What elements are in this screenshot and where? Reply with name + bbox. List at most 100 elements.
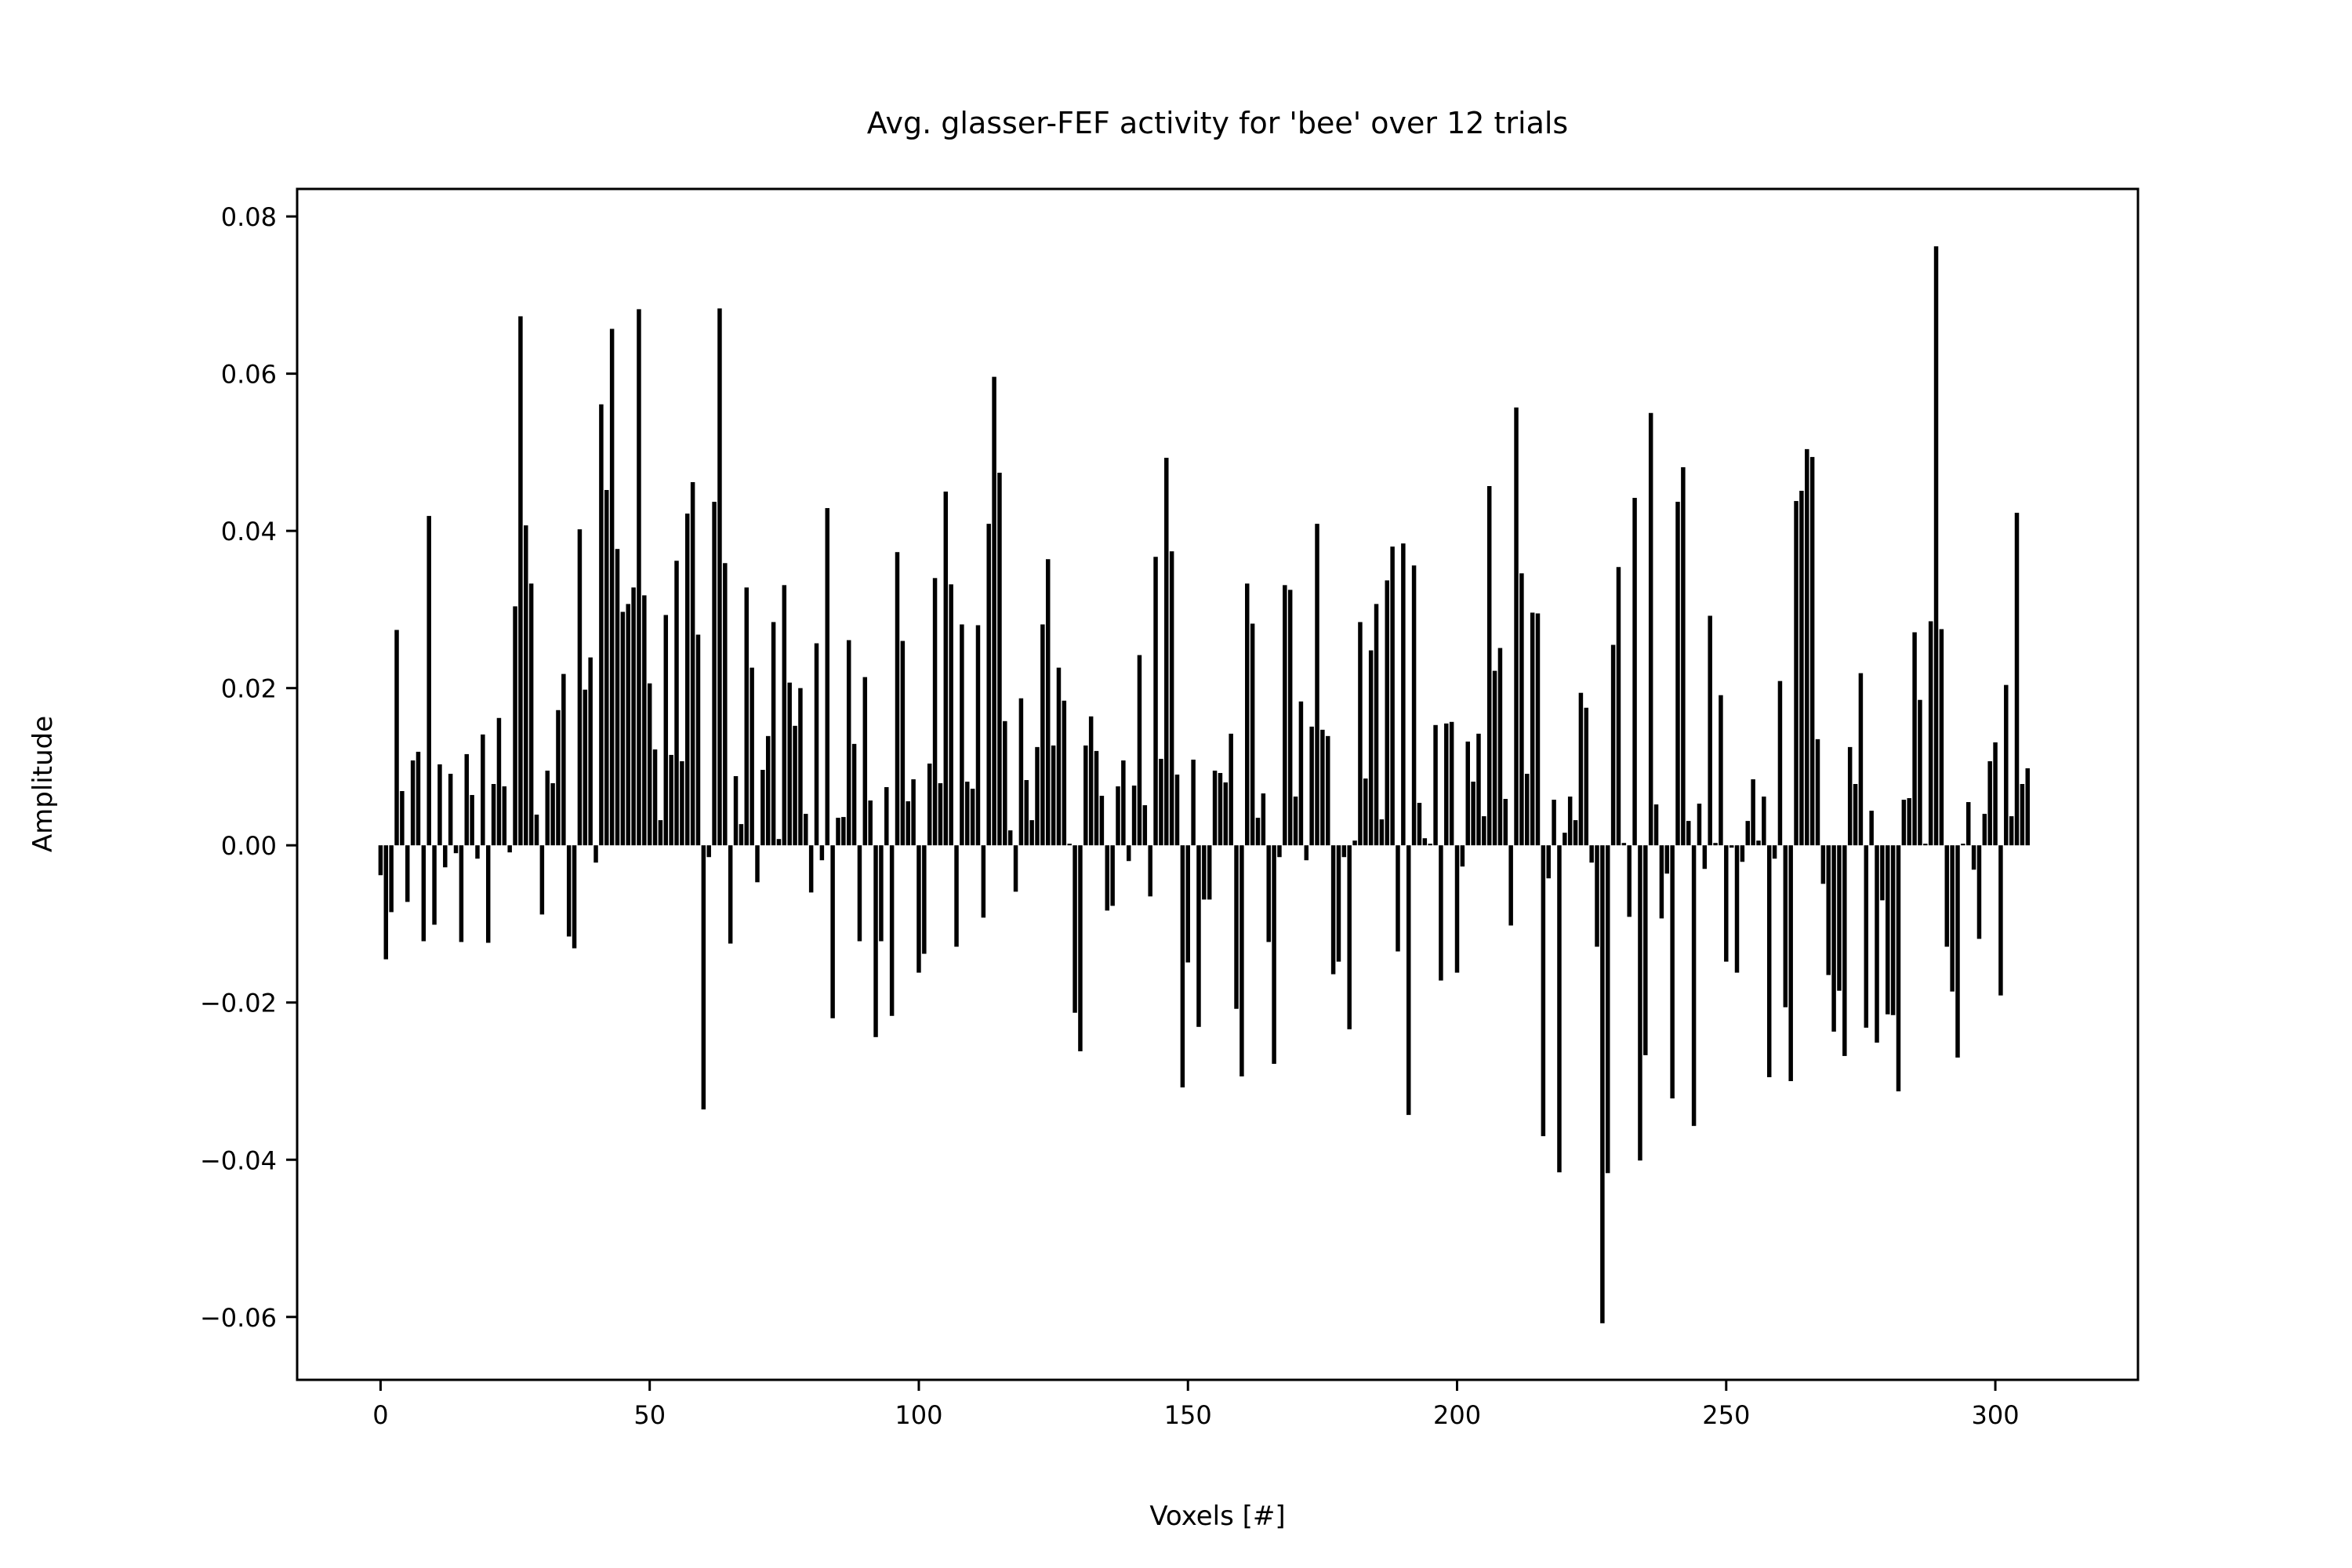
- bar-voxel-8: [421, 845, 426, 942]
- bar-voxel-186: [1379, 819, 1385, 846]
- bar-voxel-79: [804, 814, 808, 846]
- bar-voxel-62: [712, 502, 717, 846]
- bar-voxel-95: [889, 845, 895, 1016]
- bar-voxel-206: [1486, 486, 1492, 846]
- bar-voxel-284: [1907, 798, 1911, 846]
- bar-voxel-93: [879, 845, 884, 942]
- bar-voxel-138: [1121, 760, 1126, 846]
- bar-voxel-119: [1018, 698, 1024, 846]
- bar-voxel-195: [1428, 844, 1432, 846]
- bar-voxel-67: [739, 824, 744, 846]
- bar-voxel-111: [975, 625, 981, 846]
- bar-voxel-283: [1901, 800, 1907, 846]
- x-tick-label: 50: [633, 1400, 666, 1430]
- bar-voxel-15: [459, 845, 464, 942]
- bar-voxel-207: [1492, 670, 1497, 846]
- bar-voxel-236: [1648, 412, 1653, 846]
- bar-voxel-294: [1961, 844, 1965, 846]
- bar-voxel-293: [1955, 845, 1960, 1058]
- bar-voxel-117: [1007, 830, 1013, 846]
- bar-voxel-171: [1298, 701, 1304, 846]
- bar-voxel-203: [1471, 781, 1475, 846]
- y-tick-label: −0.06: [200, 1303, 277, 1333]
- bar-voxel-86: [841, 817, 846, 846]
- bar-voxel-38: [583, 689, 588, 846]
- bar-voxel-58: [690, 481, 695, 846]
- bar-voxel-152: [1196, 845, 1201, 1027]
- bar-voxel-277: [1869, 811, 1874, 846]
- bar-voxel-282: [1896, 845, 1901, 1092]
- bar-voxel-250: [1724, 845, 1729, 962]
- bar-voxel-291: [1944, 845, 1950, 947]
- bar-voxel-105: [943, 492, 949, 846]
- bar-voxel-200: [1454, 845, 1460, 973]
- bar-voxel-61: [706, 845, 711, 858]
- bar-voxel-3: [394, 630, 399, 846]
- bar-voxel-17: [470, 795, 474, 846]
- bar-voxel-107: [954, 845, 959, 947]
- bar-voxel-217: [1546, 845, 1551, 879]
- bar-voxel-187: [1385, 580, 1390, 846]
- bar-voxel-100: [916, 845, 921, 973]
- bar-voxel-302: [2004, 684, 2009, 846]
- bar-voxel-208: [1497, 648, 1503, 846]
- bar-voxel-140: [1131, 786, 1137, 846]
- bar-voxel-73: [771, 622, 776, 846]
- bar-voxel-133: [1094, 750, 1099, 846]
- bar-voxel-274: [1853, 784, 1858, 846]
- bar-voxel-232: [1627, 845, 1632, 917]
- bar-voxel-270: [1831, 845, 1836, 1032]
- bar-voxel-143: [1148, 845, 1152, 897]
- bar-voxel-76: [787, 682, 792, 846]
- bar-voxel-244: [1691, 845, 1697, 1127]
- bar-voxel-156: [1218, 772, 1223, 846]
- bar-voxel-226: [1595, 845, 1599, 947]
- bar-voxel-172: [1304, 845, 1309, 861]
- bar-voxel-196: [1433, 724, 1438, 846]
- y-tick-label: 0.02: [221, 674, 277, 704]
- bar-voxel-41: [599, 404, 604, 846]
- bar-voxel-212: [1519, 573, 1524, 846]
- x-tick-label: 0: [372, 1400, 388, 1430]
- x-tick-label: 300: [1972, 1400, 2020, 1430]
- bar-voxel-245: [1697, 804, 1702, 846]
- bar-voxel-23: [502, 786, 507, 846]
- bar-voxel-115: [997, 472, 1002, 846]
- bar-voxel-19: [481, 734, 485, 846]
- bar-voxel-258: [1766, 845, 1772, 1077]
- bar-voxel-260: [1777, 681, 1783, 846]
- bar-voxel-112: [981, 845, 986, 918]
- bar-voxel-190: [1401, 543, 1406, 846]
- y-tick-label: −0.04: [200, 1145, 277, 1175]
- bar-voxel-66: [733, 775, 739, 846]
- bar-voxel-118: [1013, 845, 1018, 892]
- bar-voxel-114: [992, 376, 996, 846]
- bar-voxel-26: [518, 316, 523, 846]
- bar-voxel-125: [1051, 745, 1056, 846]
- bar-voxel-229: [1610, 644, 1616, 846]
- x-axis-label: Voxels [#]: [1149, 1501, 1285, 1532]
- bar-voxel-142: [1142, 805, 1148, 846]
- bar-voxel-126: [1056, 667, 1062, 846]
- bar-voxel-271: [1837, 845, 1842, 991]
- y-tick-label: 0.04: [221, 517, 277, 546]
- bar-voxel-85: [836, 818, 840, 846]
- bar-voxel-44: [615, 549, 620, 846]
- bar-voxel-285: [1912, 632, 1917, 846]
- bar-voxel-215: [1535, 613, 1541, 846]
- bar-voxel-296: [1971, 845, 1976, 870]
- bar-voxel-53: [663, 615, 669, 846]
- y-axis-label: Amplitude: [27, 716, 59, 852]
- bar-voxel-216: [1541, 845, 1546, 1137]
- bar-voxel-25: [513, 606, 517, 846]
- bar-voxel-257: [1762, 797, 1766, 846]
- bar-voxel-147: [1169, 551, 1174, 846]
- bar-voxel-214: [1530, 612, 1535, 846]
- x-tick-label: 200: [1433, 1400, 1481, 1430]
- bar-voxel-94: [884, 787, 889, 846]
- bar-voxel-157: [1223, 782, 1229, 846]
- bar-voxel-265: [1805, 448, 1809, 846]
- bar-voxel-39: [588, 657, 593, 846]
- bar-voxel-210: [1508, 845, 1513, 926]
